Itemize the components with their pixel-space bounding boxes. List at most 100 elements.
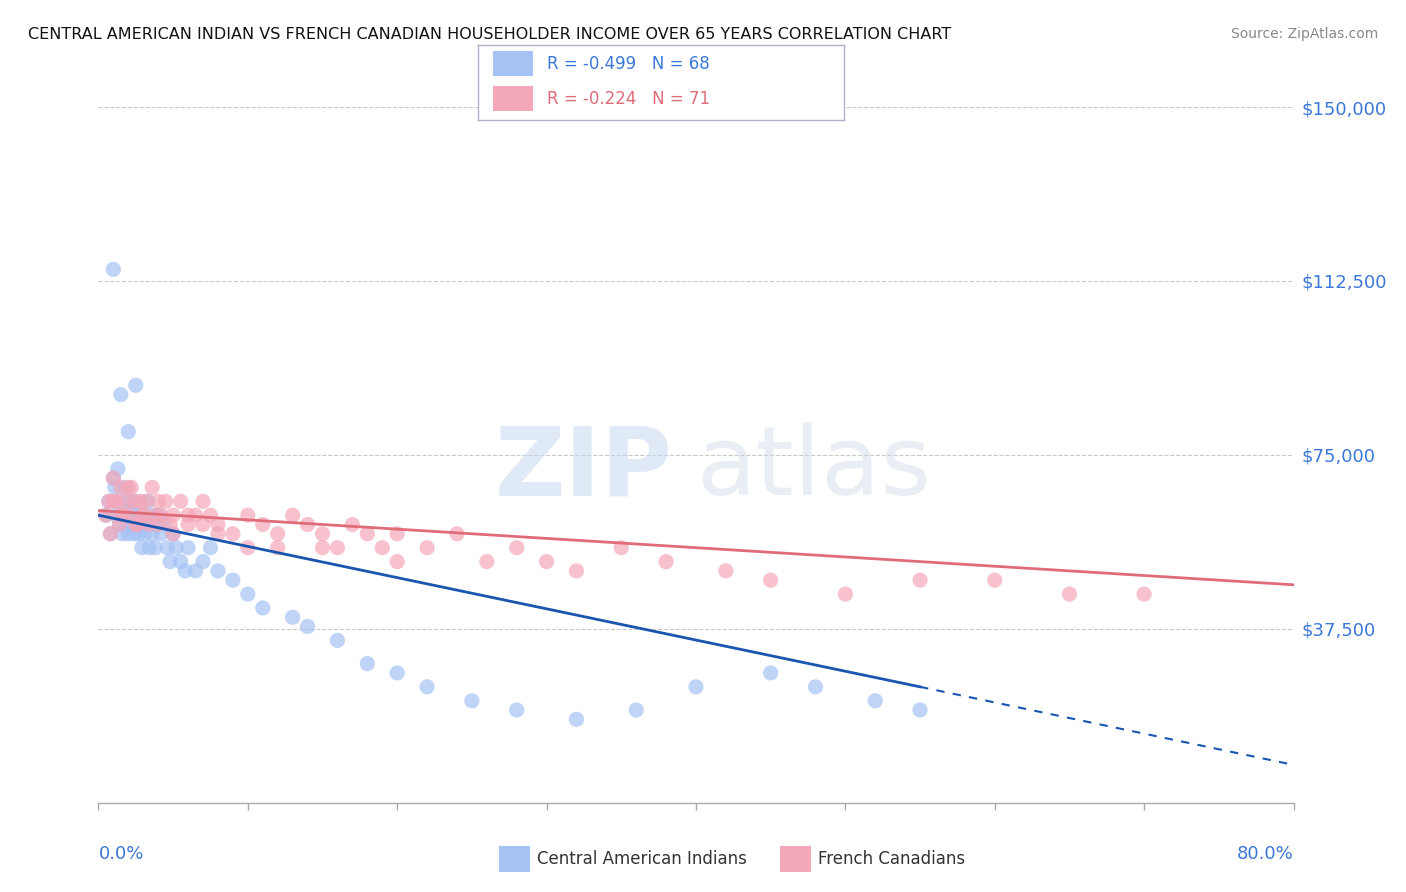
Point bbox=[117, 526, 139, 541]
Point bbox=[132, 508, 155, 523]
Point bbox=[222, 573, 245, 587]
Point bbox=[125, 494, 148, 508]
Point bbox=[104, 480, 127, 494]
Point bbox=[191, 555, 214, 569]
Point bbox=[1133, 587, 1156, 601]
Point bbox=[139, 508, 162, 523]
Point bbox=[108, 517, 131, 532]
Point bbox=[108, 517, 131, 532]
Point bbox=[110, 494, 132, 508]
Point bbox=[416, 680, 439, 694]
Point bbox=[97, 494, 120, 508]
Point bbox=[385, 665, 409, 680]
Point bbox=[117, 508, 139, 523]
Point bbox=[153, 517, 176, 532]
Point bbox=[446, 526, 468, 541]
Point bbox=[159, 517, 181, 532]
Point bbox=[141, 480, 163, 494]
Point bbox=[184, 564, 207, 578]
Point bbox=[148, 494, 170, 508]
Point bbox=[169, 494, 191, 508]
Point bbox=[107, 462, 129, 476]
Point bbox=[311, 541, 333, 555]
Point bbox=[105, 494, 128, 508]
Point bbox=[156, 541, 179, 555]
Point bbox=[371, 541, 394, 555]
Text: 0.0%: 0.0% bbox=[98, 845, 143, 863]
Point bbox=[117, 425, 139, 439]
Point bbox=[131, 541, 153, 555]
Point bbox=[908, 703, 931, 717]
Point bbox=[281, 508, 304, 523]
Point bbox=[342, 517, 364, 532]
Point bbox=[1059, 587, 1081, 601]
Point bbox=[297, 619, 319, 633]
Point bbox=[111, 526, 134, 541]
Text: CENTRAL AMERICAN INDIAN VS FRENCH CANADIAN HOUSEHOLDER INCOME OVER 65 YEARS CORR: CENTRAL AMERICAN INDIAN VS FRENCH CANADI… bbox=[28, 27, 952, 42]
Point bbox=[100, 526, 122, 541]
Point bbox=[169, 555, 191, 569]
Point bbox=[236, 541, 259, 555]
Point bbox=[207, 526, 229, 541]
Point bbox=[165, 541, 187, 555]
Point bbox=[162, 526, 184, 541]
Point bbox=[626, 703, 648, 717]
Point bbox=[94, 508, 117, 523]
Point bbox=[141, 526, 163, 541]
Point bbox=[191, 517, 214, 532]
Point bbox=[267, 526, 290, 541]
Point bbox=[94, 508, 117, 523]
Point bbox=[148, 517, 170, 532]
Point bbox=[984, 573, 1007, 587]
Text: ZIP: ZIP bbox=[494, 422, 672, 516]
Point bbox=[142, 517, 165, 532]
Point bbox=[115, 517, 138, 532]
Text: atlas: atlas bbox=[696, 422, 931, 516]
Point bbox=[714, 564, 737, 578]
Point bbox=[236, 508, 259, 523]
Point bbox=[103, 494, 125, 508]
Text: Central American Indians: Central American Indians bbox=[537, 850, 747, 868]
Point bbox=[506, 703, 529, 717]
Point bbox=[143, 508, 166, 523]
Point bbox=[159, 555, 181, 569]
Point bbox=[110, 387, 132, 401]
Point bbox=[138, 541, 160, 555]
Text: 80.0%: 80.0% bbox=[1237, 845, 1294, 863]
Point bbox=[326, 541, 349, 555]
Point bbox=[129, 517, 152, 532]
Point bbox=[475, 555, 498, 569]
Point bbox=[150, 508, 173, 523]
Point bbox=[127, 517, 149, 532]
Point bbox=[200, 508, 222, 523]
Point bbox=[191, 494, 214, 508]
Point bbox=[120, 503, 142, 517]
Point bbox=[111, 508, 134, 523]
Point bbox=[356, 526, 378, 541]
Point bbox=[117, 480, 139, 494]
Point bbox=[138, 517, 160, 532]
Point bbox=[685, 680, 707, 694]
Point bbox=[114, 494, 136, 508]
Point bbox=[132, 508, 155, 523]
Point bbox=[127, 508, 149, 523]
Point bbox=[155, 494, 177, 508]
Point bbox=[112, 508, 135, 523]
Point bbox=[125, 517, 148, 532]
Point bbox=[222, 526, 245, 541]
Point bbox=[311, 526, 333, 541]
Point bbox=[110, 480, 132, 494]
Point bbox=[908, 573, 931, 587]
Point bbox=[120, 480, 142, 494]
Point bbox=[385, 526, 409, 541]
Point bbox=[252, 517, 274, 532]
Point bbox=[132, 508, 155, 523]
Point bbox=[536, 555, 558, 569]
Point bbox=[100, 526, 122, 541]
Point bbox=[834, 587, 856, 601]
Point bbox=[97, 494, 120, 508]
Point bbox=[207, 517, 229, 532]
Point bbox=[326, 633, 349, 648]
Point bbox=[565, 564, 588, 578]
Text: R = -0.224   N = 71: R = -0.224 N = 71 bbox=[547, 90, 710, 108]
